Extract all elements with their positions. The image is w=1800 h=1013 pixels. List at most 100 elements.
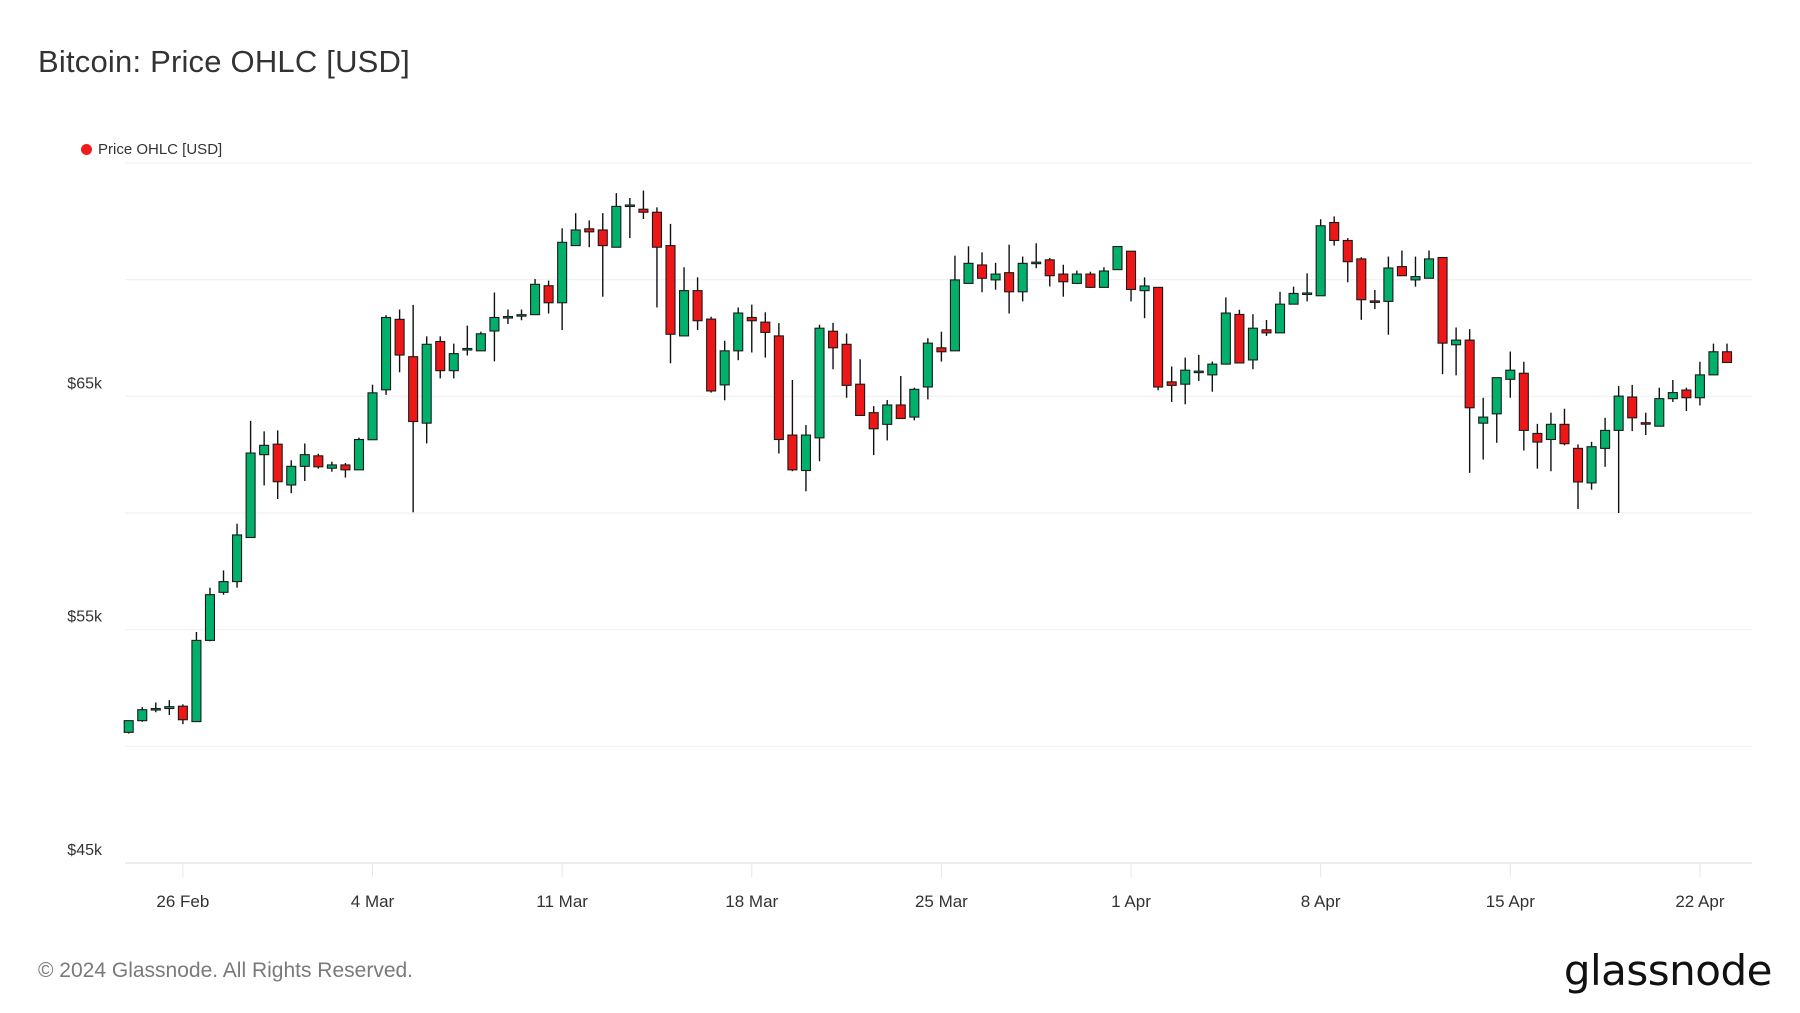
candle-body [177, 705, 188, 721]
candle [963, 246, 974, 284]
candle [570, 213, 581, 247]
candle-body [1383, 267, 1394, 302]
candle [814, 324, 825, 462]
candle [1437, 256, 1448, 375]
candles [123, 190, 1733, 734]
candle-body [218, 581, 229, 593]
candle [123, 720, 134, 734]
candle-body [1288, 292, 1299, 305]
candle-body [1613, 395, 1624, 431]
candle [1681, 387, 1692, 412]
candle-body [746, 316, 757, 322]
candle-body [299, 454, 310, 467]
candle [1166, 366, 1177, 402]
candle [408, 304, 419, 513]
candle-body [1654, 398, 1665, 427]
candle [1315, 219, 1326, 297]
candle-body [909, 388, 920, 418]
candle-body [1193, 370, 1204, 374]
candle-body [1017, 262, 1028, 293]
candle-body [936, 347, 947, 353]
candle-body [353, 438, 365, 471]
candle [990, 262, 1001, 290]
candle [1261, 320, 1272, 336]
candle [448, 343, 459, 379]
candle-body [678, 290, 690, 337]
candle-body [1044, 259, 1055, 277]
candle [191, 632, 202, 723]
candle-body [1708, 351, 1719, 376]
candle [1220, 297, 1231, 365]
candle [1112, 245, 1123, 271]
candle-body [313, 455, 324, 468]
candle [760, 312, 771, 358]
candle [489, 292, 500, 362]
candle-body [692, 290, 703, 322]
candle [1600, 417, 1611, 467]
candle [1342, 238, 1353, 283]
candle-body [1437, 256, 1448, 344]
y-tick-label: $45k [67, 842, 103, 859]
candle-body [489, 316, 500, 332]
candle [475, 331, 486, 352]
candle-body [435, 340, 446, 372]
candle [1207, 361, 1218, 392]
candle-body [245, 452, 256, 539]
candle [597, 213, 608, 297]
candle-body [1180, 369, 1191, 385]
candle [1044, 257, 1055, 287]
candle-body [1369, 300, 1380, 303]
candle-body [787, 434, 798, 471]
candle [218, 570, 229, 595]
candle [746, 304, 757, 353]
candle-body [1423, 258, 1435, 279]
candle [1071, 270, 1082, 285]
candle [665, 223, 676, 364]
candle [421, 336, 432, 444]
candle-body [1491, 377, 1502, 415]
candle [232, 523, 243, 588]
candle-body [1600, 429, 1611, 449]
candle-body [651, 211, 663, 248]
candle [827, 322, 839, 370]
candle-body [1220, 312, 1231, 365]
x-tick-label: 26 Feb [156, 892, 209, 911]
candle [1667, 380, 1678, 402]
candle-body [164, 706, 175, 710]
candle [516, 309, 527, 321]
candle [936, 331, 947, 362]
candle [855, 359, 866, 417]
candle [678, 267, 690, 337]
candle [706, 316, 717, 393]
candle-body [1058, 273, 1069, 283]
legend-item[interactable]: Price OHLC [USD] [81, 141, 222, 158]
gridlines [125, 162, 1752, 864]
candle-body [1166, 381, 1177, 386]
x-tick-label: 8 Apr [1301, 892, 1341, 911]
candle-body [1112, 245, 1123, 271]
candle [1180, 357, 1191, 405]
candle-body [800, 434, 812, 472]
candle [1369, 289, 1380, 310]
candle-body [1451, 339, 1462, 346]
candle-body [814, 327, 825, 439]
candle-body [1627, 396, 1638, 419]
candle [313, 453, 324, 469]
candle-body [895, 404, 906, 420]
candle [1559, 408, 1570, 446]
candle [164, 700, 175, 716]
candle [922, 338, 933, 400]
candle [557, 228, 568, 331]
candle-body [949, 279, 960, 352]
candle-body [1342, 239, 1353, 263]
candle [1383, 256, 1394, 335]
candle-body [408, 356, 419, 423]
candle-body [381, 316, 392, 391]
candle-body [1315, 225, 1326, 297]
candle-body [773, 335, 784, 441]
candle-body [543, 285, 554, 304]
candle-body [204, 594, 216, 641]
candle [462, 325, 473, 356]
x-tick-label: 18 Mar [725, 892, 778, 911]
